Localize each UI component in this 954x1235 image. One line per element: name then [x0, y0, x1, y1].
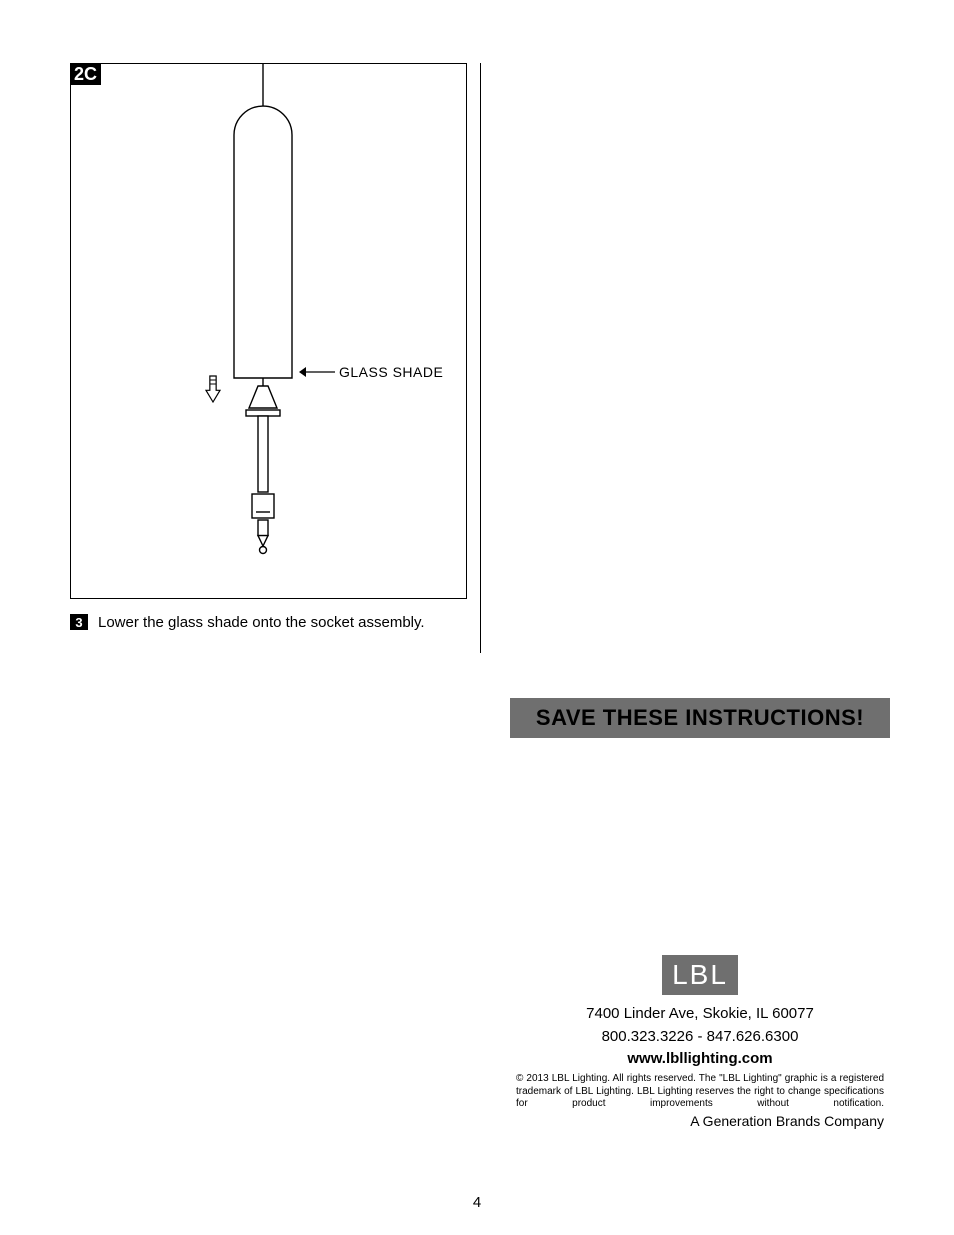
step-3: 3 Lower the glass shade onto the socket … — [70, 613, 480, 633]
figure-2c: 2C GLASS SHADE — [70, 63, 467, 599]
footer-phones: 800.323.3226 - 847.626.6300 — [510, 1026, 890, 1049]
footer: LBL 7400 Linder Ave, Skokie, IL 60077 80… — [510, 955, 890, 1129]
lbl-logo: LBL — [662, 955, 738, 995]
columns: 2C GLASS SHADE 3 Lower the glass shade o… — [70, 63, 890, 653]
footer-legal: © 2013 LBL Lighting. All rights reserved… — [510, 1073, 890, 1111]
step-number-badge: 3 — [70, 614, 88, 630]
right-column — [481, 63, 891, 653]
callout-glass-shade: GLASS SHADE — [339, 364, 443, 380]
page-number: 4 — [0, 1194, 954, 1211]
save-instructions-text: SAVE THESE INSTRUCTIONS! — [536, 705, 864, 731]
page: 2C GLASS SHADE 3 Lower the glass shade o… — [0, 0, 954, 1235]
footer-address: 7400 Linder Ave, Skokie, IL 60077 — [510, 1003, 890, 1026]
left-column: 2C GLASS SHADE 3 Lower the glass shade o… — [70, 63, 481, 653]
save-instructions-bar: SAVE THESE INSTRUCTIONS! — [510, 698, 890, 738]
footer-genbrands: A Generation Brands Company — [510, 1113, 890, 1129]
footer-website: www.lbllighting.com — [510, 1050, 890, 1067]
step-text: Lower the glass shade onto the socket as… — [98, 613, 425, 633]
diagram-svg — [71, 64, 468, 600]
